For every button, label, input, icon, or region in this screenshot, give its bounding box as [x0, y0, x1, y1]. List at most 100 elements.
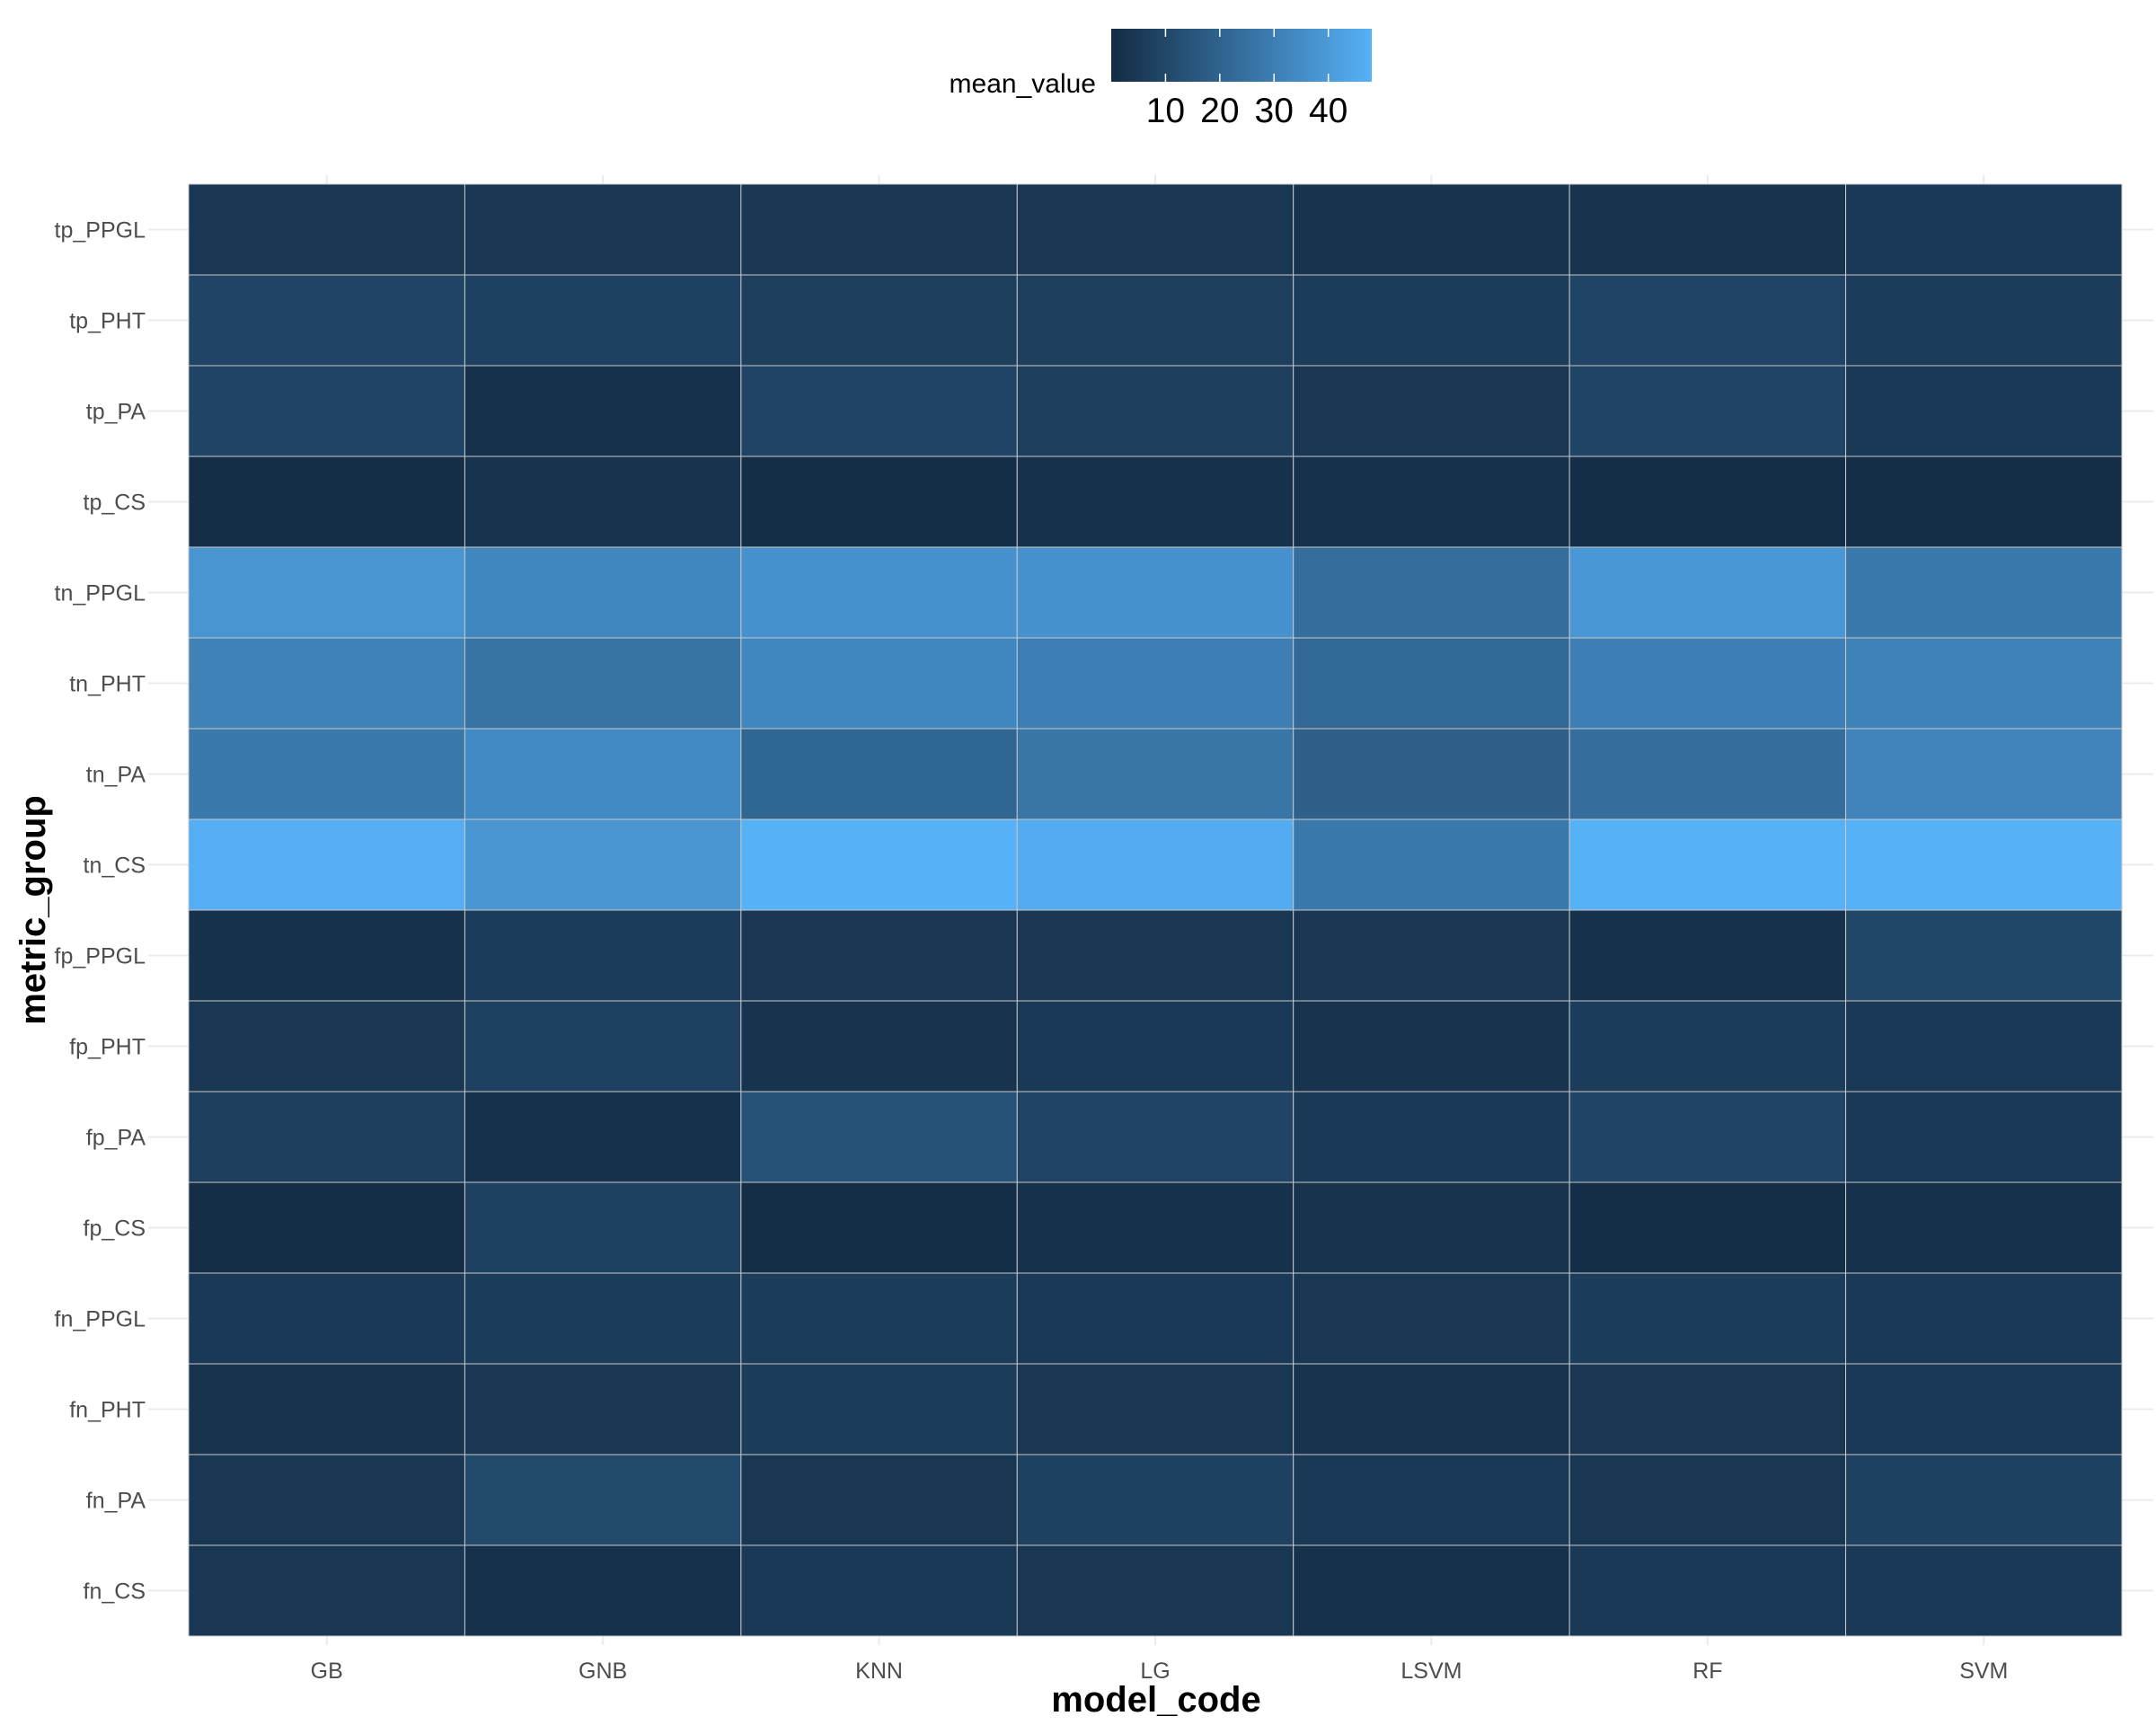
heatmap-cell [1293, 274, 1570, 367]
y-tick-label: fp_PA [86, 1126, 146, 1151]
heatmap-cell [1845, 1363, 2123, 1455]
legend-color-bar [1111, 29, 1372, 82]
heatmap-cell [1845, 818, 2123, 911]
heatmap-cell [1845, 365, 2123, 457]
heatmap-cell [1293, 456, 1570, 548]
y-tick-label: tn_PPGL [55, 581, 146, 606]
heatmap-cell [740, 818, 1018, 911]
heatmap-cell [1016, 546, 1294, 639]
legend-ticks: 10 20 30 40 [1146, 29, 1348, 130]
heatmap-cell [188, 1000, 465, 1092]
heatmap-cell [464, 1000, 742, 1092]
heatmap-cell [1293, 728, 1570, 820]
x-tick-label: RF [1692, 1659, 1722, 1684]
heatmap-cell [1293, 1454, 1570, 1546]
heatmap-cell [740, 274, 1018, 367]
legend-title: mean_value [950, 69, 1096, 99]
heatmap-cell [464, 728, 742, 820]
y-tick-label: fn_PPGL [55, 1307, 146, 1332]
x-tick-label: GNB [579, 1659, 627, 1684]
heatmap-cell [188, 183, 465, 276]
heatmap-cell [464, 274, 742, 367]
heatmap-cell [1845, 274, 2123, 367]
heatmap-cell [1568, 546, 1847, 639]
heatmap-cell [464, 1363, 742, 1455]
x-axis-ticks: GB GNB KNN LG LSVM RF SVM [311, 1659, 2009, 1684]
heatmap-cell [188, 637, 465, 730]
heatmap-cell [1016, 1363, 1294, 1455]
legend-tick-label: 20 [1200, 92, 1239, 130]
heatmap-cell [188, 456, 465, 548]
heatmap-cell [740, 365, 1018, 457]
heatmap-cell [1845, 1181, 2123, 1274]
heatmap-cell [740, 1544, 1018, 1637]
heatmap-cell [1016, 1181, 1294, 1274]
heatmap-cell [188, 728, 465, 820]
heatmap-cell [464, 183, 742, 276]
heatmap-cell [188, 1544, 465, 1637]
y-tick-label: tn_CS [84, 854, 146, 879]
heatmap-cell [1568, 1363, 1847, 1455]
heatmap-cell [1568, 1181, 1847, 1274]
heatmap-cell [464, 1544, 742, 1637]
heatmap-cell [1568, 728, 1847, 820]
heatmap-cell [1016, 909, 1294, 1002]
x-axis-title: model_code [1051, 1680, 1260, 1720]
heatmap-cell [1845, 909, 2123, 1002]
heatmap-cell [1568, 365, 1847, 457]
y-tick-label: tn_PA [86, 763, 146, 788]
heatmap-cell [464, 637, 742, 730]
y-tick-label: fn_CS [84, 1579, 146, 1605]
heatmap-cell [1016, 456, 1294, 548]
heatmap-cell [740, 183, 1018, 276]
heatmap-cell [740, 546, 1018, 639]
heatmap-cell [1845, 728, 2123, 820]
heatmap-cell [1016, 1272, 1294, 1365]
heatmap-cell [1016, 1454, 1294, 1546]
y-tick-label: fp_PHT [69, 1035, 146, 1060]
heatmap-cell [1016, 274, 1294, 367]
y-tick-label: tp_PPGL [55, 218, 146, 243]
x-tick-label: SVM [1959, 1659, 2008, 1684]
heatmap-cell [1845, 1000, 2123, 1092]
heatmap-cell [1568, 1454, 1847, 1546]
heatmap-cell [740, 1454, 1018, 1546]
heatmap-cell [464, 546, 742, 639]
heatmap-cell [1845, 1454, 2123, 1546]
x-tick-label: GB [311, 1659, 343, 1684]
heatmap-cell [464, 1272, 742, 1365]
heatmap-cell [740, 728, 1018, 820]
heatmap-cell [1568, 637, 1847, 730]
x-tick-label: LSVM [1401, 1659, 1462, 1684]
heatmap-cell [1568, 183, 1847, 276]
heatmap-cell [1845, 637, 2123, 730]
heatmap-cell [188, 1181, 465, 1274]
heatmap-cell [1016, 637, 1294, 730]
heatmap-cell [188, 546, 465, 639]
legend-tick-label: 30 [1255, 92, 1294, 130]
heatmap-cell [740, 1272, 1018, 1365]
heatmap-cell [1568, 909, 1847, 1002]
y-tick-label: tp_CS [84, 491, 146, 516]
heatmap-cell [464, 1454, 742, 1546]
heatmap-cell [1568, 1272, 1847, 1365]
heatmap-cell [1016, 1000, 1294, 1092]
heatmap-cell [740, 1091, 1018, 1183]
heatmap-cell [1568, 1544, 1847, 1637]
heatmap-cell [464, 456, 742, 548]
heatmap-cell [1293, 1363, 1570, 1455]
heatmap-cell [1293, 909, 1570, 1002]
heatmap-cell [188, 365, 465, 457]
heatmap-cell [1016, 183, 1294, 276]
heatmap-cell [1293, 1544, 1570, 1637]
heatmap-cell [188, 1363, 465, 1455]
heatmap-cell [1293, 1000, 1570, 1092]
heatmap-cell [1845, 1272, 2123, 1365]
heatmap-cell [464, 1091, 742, 1183]
heatmap-cell [188, 909, 465, 1002]
heatmap-cell [1293, 1181, 1570, 1274]
heatmap-cells [188, 183, 2123, 1637]
legend-tick-label: 40 [1309, 92, 1348, 130]
heatmap-cell [1293, 637, 1570, 730]
